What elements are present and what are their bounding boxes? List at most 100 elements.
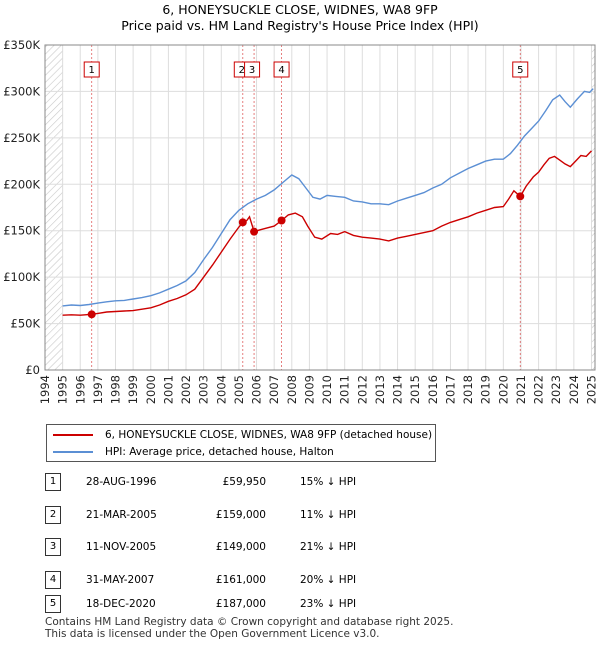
sale-badge-number: 5: [517, 65, 523, 76]
sale-date: 31-MAY-2007: [86, 574, 155, 586]
hpi-difference: 15% ↓ HPI: [300, 476, 357, 488]
x-tick-label: 1996: [73, 375, 87, 404]
sale-badge-number: 2: [239, 65, 245, 76]
sale-badge-box: [512, 61, 529, 78]
sale-date: 28-AUG-1996: [86, 476, 157, 488]
x-tick-label: 2015: [408, 375, 422, 404]
x-tick-label: 2005: [232, 375, 246, 404]
legend-hpi-swatch: [53, 451, 93, 453]
footer-line-2: This data is licensed under the Open Gov…: [45, 627, 380, 640]
series-lines: [62, 88, 594, 316]
x-tick-label: 2016: [426, 375, 440, 404]
table-row: 2 21-MAR-2005 £159,000 11% ↓ HPI: [0, 506, 600, 524]
hpi-difference: 21% ↓ HPI: [300, 541, 357, 553]
footer-attribution: Contains HM Land Registry data © Crown c…: [45, 616, 454, 640]
sale-date: 21-MAR-2005: [86, 509, 157, 521]
sale-price: £161,000: [215, 574, 266, 586]
x-tick-label: 2000: [144, 375, 158, 404]
sale-point: [87, 310, 96, 319]
row-number-badge: 5: [45, 595, 61, 613]
price-chart: £0 £50K £100K £150K £200K £250K £300K £350K 199…: [3, 38, 598, 404]
y-tick-label: £350K: [3, 38, 40, 52]
x-tick-label: 2003: [197, 375, 211, 404]
x-tick-label: 2004: [214, 375, 228, 404]
x-tick-label: 2017: [443, 375, 457, 404]
hpi-difference: 23% ↓ HPI: [300, 598, 357, 610]
title-line-2: Price paid vs. HM Land Registry's House …: [121, 18, 479, 33]
row-number-badge: 1: [45, 473, 61, 491]
x-tick-label: 2025: [584, 375, 598, 404]
footer-line-1: Contains HM Land Registry data © Crown c…: [45, 616, 454, 628]
legend-hpi-label: HPI: Average price, detached house, Halt…: [105, 446, 334, 458]
row-number-badge: 4: [45, 571, 61, 589]
sale-date: 11-NOV-2005: [86, 541, 157, 553]
y-tick-label: £200K: [3, 177, 40, 191]
hatched-region: [591, 45, 595, 370]
legend-property-label: 6, HONEYSUCKLE CLOSE, WIDNES, WA8 9FP (d…: [105, 429, 433, 441]
row-number-badge: 3: [45, 538, 61, 556]
x-tick-label: 2011: [338, 375, 352, 404]
plot-area: [45, 45, 595, 370]
x-tick-label: 2018: [461, 375, 475, 404]
sale-points: [87, 192, 525, 319]
hatched-region: [45, 45, 63, 370]
property-price-line: [62, 150, 593, 316]
sale-price: £149,000: [215, 541, 266, 553]
table-row: 4 31-MAY-2007 £161,000 20% ↓ HPI: [0, 571, 600, 589]
sale-date: 18-DEC-2020: [86, 598, 156, 610]
x-tick-label: 2013: [373, 375, 387, 404]
sale-price: £59,950: [222, 476, 266, 488]
x-tick-label: 2001: [161, 375, 175, 404]
plot-border: [44, 44, 596, 371]
y-tick-label: £300K: [3, 84, 40, 98]
x-tick-label: 1995: [56, 375, 70, 404]
x-tick-label: 1994: [38, 375, 52, 404]
table-row: 3 11-NOV-2005 £149,000 21% ↓ HPI: [0, 538, 600, 556]
y-tick-label: £150K: [3, 224, 40, 238]
sale-point: [516, 192, 525, 201]
x-tick-label: 2014: [391, 375, 405, 404]
hpi-difference: 11% ↓ HPI: [300, 509, 357, 521]
sale-price: £187,000: [215, 598, 266, 610]
x-tick-label: 2012: [355, 375, 369, 404]
title-line-1: 6, HONEYSUCKLE CLOSE, WIDNES, WA8 9FP: [162, 2, 438, 17]
x-tick-label: 2019: [479, 375, 493, 404]
sale-point: [238, 218, 247, 227]
x-tick-label: 2009: [302, 375, 316, 404]
x-tick-label: 2010: [320, 375, 334, 404]
plot-background: [45, 45, 595, 370]
sale-badge-box: [273, 61, 290, 78]
y-tick-label: £250K: [3, 131, 40, 145]
y-tick-label: £50K: [11, 317, 41, 331]
x-tick-label: 1997: [91, 375, 105, 404]
sale-point: [250, 227, 259, 236]
y-axis-labels: £0 £50K £100K £150K £200K £250K £300K £350K: [3, 38, 40, 377]
x-tick-label: 2023: [549, 375, 563, 404]
table-row: 1 28-AUG-1996 £59,950 15% ↓ HPI: [0, 473, 600, 491]
sale-badge-number: 3: [249, 65, 255, 76]
table-row: 5 18-DEC-2020 £187,000 23% ↓ HPI: [0, 595, 600, 613]
axes: [44, 44, 596, 371]
sale-badge-number: 1: [89, 65, 95, 76]
x-tick-label: 2021: [514, 375, 528, 404]
hpi-difference: 20% ↓ HPI: [300, 574, 357, 586]
x-tick-label: 2002: [179, 375, 193, 404]
x-tick-label: 1999: [126, 375, 140, 404]
sale-badge-box: [244, 61, 261, 78]
x-tick-label: 2006: [250, 375, 264, 404]
chart-title: 6, HONEYSUCKLE CLOSE, WIDNES, WA8 9FP Pr…: [0, 2, 600, 34]
legend-property-swatch: [53, 434, 93, 436]
x-tick-label: 1998: [109, 375, 123, 404]
x-tick-label: 2022: [532, 375, 546, 404]
x-axis-labels: 1994 1995 1996 1997 1998 1999 2000 2001 2002 2003…: [38, 375, 598, 404]
row-number-badge: 2: [45, 506, 61, 524]
y-tick-label: £100K: [3, 270, 40, 284]
x-tick-label: 2020: [496, 375, 510, 404]
sale-point: [277, 216, 286, 225]
x-tick-label: 2024: [567, 375, 581, 404]
x-tick-label: 2008: [285, 375, 299, 404]
legend: 6, HONEYSUCKLE CLOSE, WIDNES, WA8 9FP (d…: [46, 424, 436, 462]
sale-badge-number: 4: [278, 65, 284, 76]
sale-badge-box: [83, 61, 100, 78]
